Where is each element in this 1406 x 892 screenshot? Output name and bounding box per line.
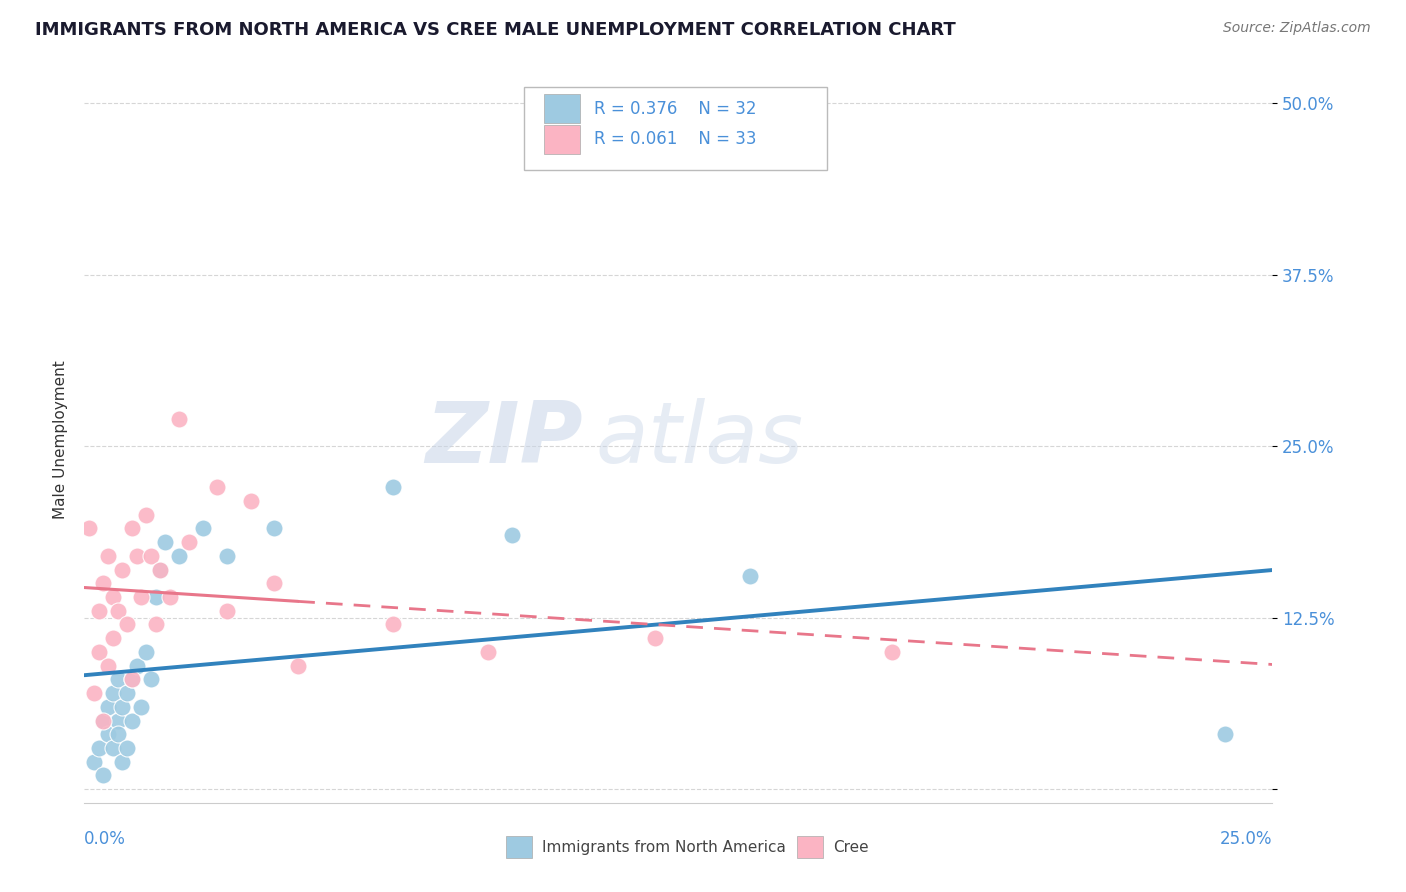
Point	[131, 590, 153, 604]
Point	[111, 699, 134, 714]
Text: Immigrants from North America: Immigrants from North America	[541, 839, 786, 855]
Point	[125, 658, 148, 673]
Point	[135, 645, 157, 659]
Point	[101, 590, 124, 604]
Point	[139, 549, 162, 563]
Point	[115, 617, 138, 632]
Point	[107, 673, 129, 687]
Point	[121, 714, 143, 728]
Point	[87, 645, 110, 659]
Point	[107, 727, 129, 741]
Point	[93, 768, 115, 782]
Point	[97, 658, 120, 673]
Point	[101, 631, 124, 645]
Point	[263, 521, 285, 535]
Point	[382, 480, 405, 494]
Point	[101, 740, 124, 755]
Point	[215, 549, 238, 563]
Text: Source: ZipAtlas.com: Source: ZipAtlas.com	[1223, 21, 1371, 36]
Point	[177, 535, 200, 549]
Point	[644, 631, 666, 645]
Text: R = 0.061    N = 33: R = 0.061 N = 33	[595, 130, 756, 148]
Point	[145, 590, 167, 604]
FancyBboxPatch shape	[797, 836, 824, 858]
Point	[882, 645, 904, 659]
Point	[145, 617, 167, 632]
Point	[738, 569, 761, 583]
Point	[97, 699, 120, 714]
Point	[149, 563, 172, 577]
Y-axis label: Male Unemployment: Male Unemployment	[52, 360, 67, 518]
Point	[83, 755, 105, 769]
Point	[93, 714, 115, 728]
Point	[139, 673, 162, 687]
Point	[101, 686, 124, 700]
Point	[111, 755, 134, 769]
Point	[153, 535, 176, 549]
Point	[501, 528, 523, 542]
Point	[287, 658, 309, 673]
Point	[169, 549, 191, 563]
Text: ZIP: ZIP	[426, 398, 583, 481]
Text: R = 0.376    N = 32: R = 0.376 N = 32	[595, 100, 756, 118]
Point	[107, 604, 129, 618]
Point	[111, 563, 134, 577]
Point	[97, 727, 120, 741]
Text: Cree: Cree	[832, 839, 869, 855]
Point	[121, 673, 143, 687]
FancyBboxPatch shape	[544, 125, 579, 153]
Point	[115, 740, 138, 755]
Point	[1213, 727, 1236, 741]
Point	[131, 699, 153, 714]
Text: 0.0%: 0.0%	[84, 830, 127, 848]
Point	[77, 521, 100, 535]
Point	[135, 508, 157, 522]
FancyBboxPatch shape	[524, 87, 827, 170]
Point	[159, 590, 181, 604]
Point	[121, 673, 143, 687]
Text: IMMIGRANTS FROM NORTH AMERICA VS CREE MALE UNEMPLOYMENT CORRELATION CHART: IMMIGRANTS FROM NORTH AMERICA VS CREE MA…	[35, 21, 956, 39]
Point	[382, 617, 405, 632]
Point	[125, 549, 148, 563]
Point	[121, 521, 143, 535]
Point	[207, 480, 229, 494]
Point	[239, 494, 262, 508]
Point	[97, 549, 120, 563]
Point	[87, 740, 110, 755]
Point	[87, 604, 110, 618]
Text: 25.0%: 25.0%	[1220, 830, 1272, 848]
FancyBboxPatch shape	[544, 94, 579, 123]
FancyBboxPatch shape	[506, 836, 533, 858]
Point	[93, 576, 115, 591]
Point	[107, 714, 129, 728]
Point	[263, 576, 285, 591]
Point	[191, 521, 215, 535]
Text: atlas: atlas	[595, 398, 803, 481]
Point	[93, 714, 115, 728]
Point	[83, 686, 105, 700]
Point	[477, 645, 499, 659]
Point	[169, 411, 191, 425]
Point	[215, 604, 238, 618]
Point	[149, 563, 172, 577]
Point	[115, 686, 138, 700]
